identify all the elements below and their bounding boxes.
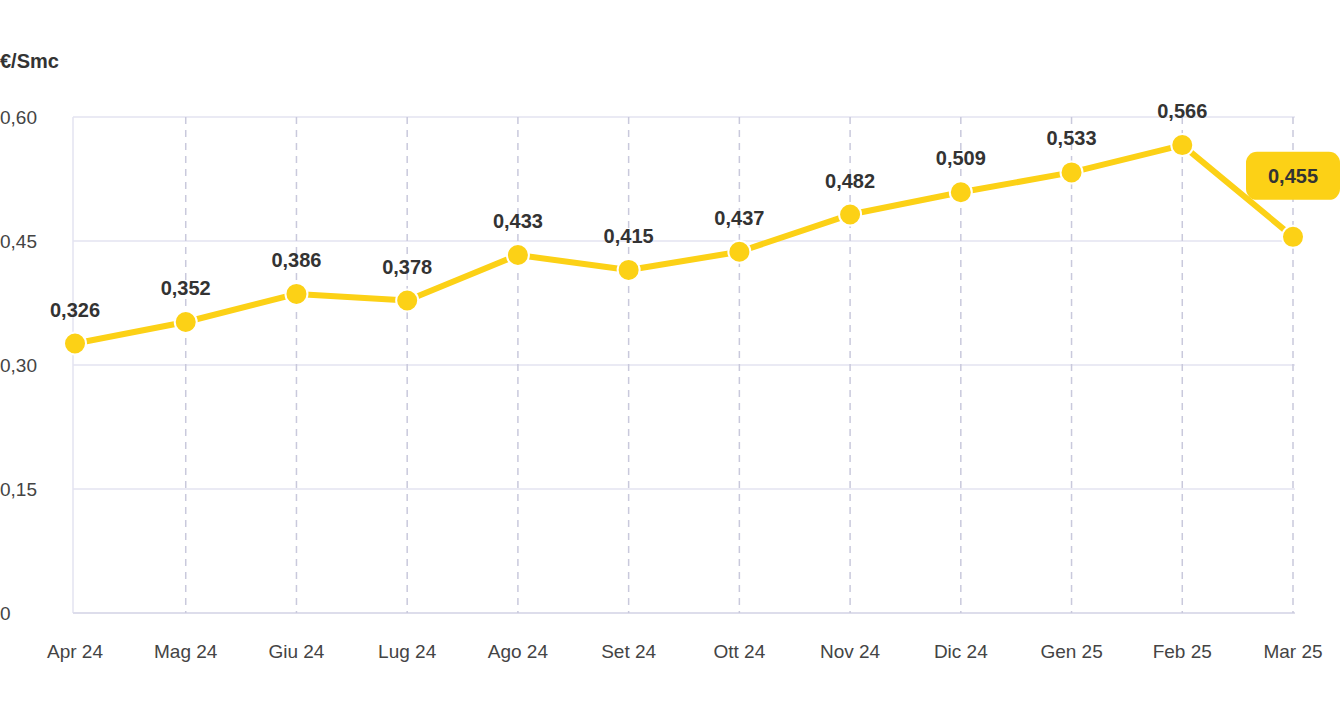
x-grid-line	[406, 117, 408, 613]
x-tick-label: Mag 24	[154, 641, 218, 662]
chart: €/Smc 0 0,15 0,30 0,45 0,60 Apr 24 Mag 24 Giu 24…	[0, 0, 1344, 710]
grid-line	[73, 240, 1295, 242]
x-tick-label: Feb 25	[1153, 641, 1212, 662]
data-label: 0,326	[50, 299, 100, 321]
x-grid-line	[1071, 117, 1073, 613]
data-label: 0,415	[604, 225, 654, 247]
data-point	[1171, 134, 1193, 156]
grid-line	[73, 488, 1295, 490]
data-label: 0,509	[936, 147, 986, 169]
x-axis-line	[73, 612, 1295, 614]
x-tick-label: Dic 24	[934, 641, 988, 662]
data-point	[285, 283, 307, 305]
data-label: 0,482	[825, 170, 875, 192]
x-grid-line	[1182, 117, 1184, 613]
data-point	[175, 311, 197, 333]
data-point	[507, 244, 529, 266]
data-label: 0,433	[493, 210, 543, 232]
x-tick-label: Giu 24	[268, 641, 324, 662]
data-label: 0,533	[1047, 127, 1097, 149]
data-label: 0,455	[1268, 165, 1318, 187]
y-tick-label: 0	[0, 603, 11, 624]
data-point	[950, 181, 972, 203]
y-axis-line	[72, 117, 74, 613]
x-tick-label: Nov 24	[820, 641, 881, 662]
data-point	[1061, 161, 1083, 183]
data-point	[64, 333, 86, 355]
grid-line	[73, 612, 1295, 614]
y-tick-label: 0,30	[0, 355, 37, 376]
data-point	[396, 290, 418, 312]
y-axis-title: €/Smc	[0, 50, 59, 72]
series-line	[75, 145, 1293, 343]
data-label: 0,378	[382, 256, 432, 278]
x-tick-label: Set 24	[601, 641, 656, 662]
x-grid-line	[296, 117, 298, 613]
y-tick-label: 0,60	[0, 107, 37, 128]
x-tick-label: Gen 25	[1040, 641, 1102, 662]
data-point	[618, 259, 640, 281]
x-tick-label: Ott 24	[713, 641, 765, 662]
x-tick-label: Mar 25	[1263, 641, 1322, 662]
data-point	[1282, 226, 1304, 248]
x-grid-line	[185, 117, 187, 613]
data-label: 0,352	[161, 277, 211, 299]
data-label: 0,566	[1157, 100, 1207, 122]
data-label: 0,386	[271, 249, 321, 271]
x-grid-line	[628, 117, 630, 613]
plot-area	[64, 134, 1304, 354]
data-point	[728, 241, 750, 263]
data-point	[839, 204, 861, 226]
y-tick-label: 0,45	[0, 231, 37, 252]
data-label: 0,437	[714, 207, 764, 229]
grid-line	[73, 364, 1295, 366]
x-tick-label: Ago 24	[488, 641, 549, 662]
x-tick-label: Lug 24	[378, 641, 437, 662]
x-grid-line	[517, 117, 519, 613]
x-grid-line	[739, 117, 741, 613]
highlight-box	[1246, 152, 1340, 200]
y-tick-label: 0,15	[0, 479, 37, 500]
x-tick-label: Apr 24	[47, 641, 103, 662]
grid-line	[73, 116, 1295, 118]
